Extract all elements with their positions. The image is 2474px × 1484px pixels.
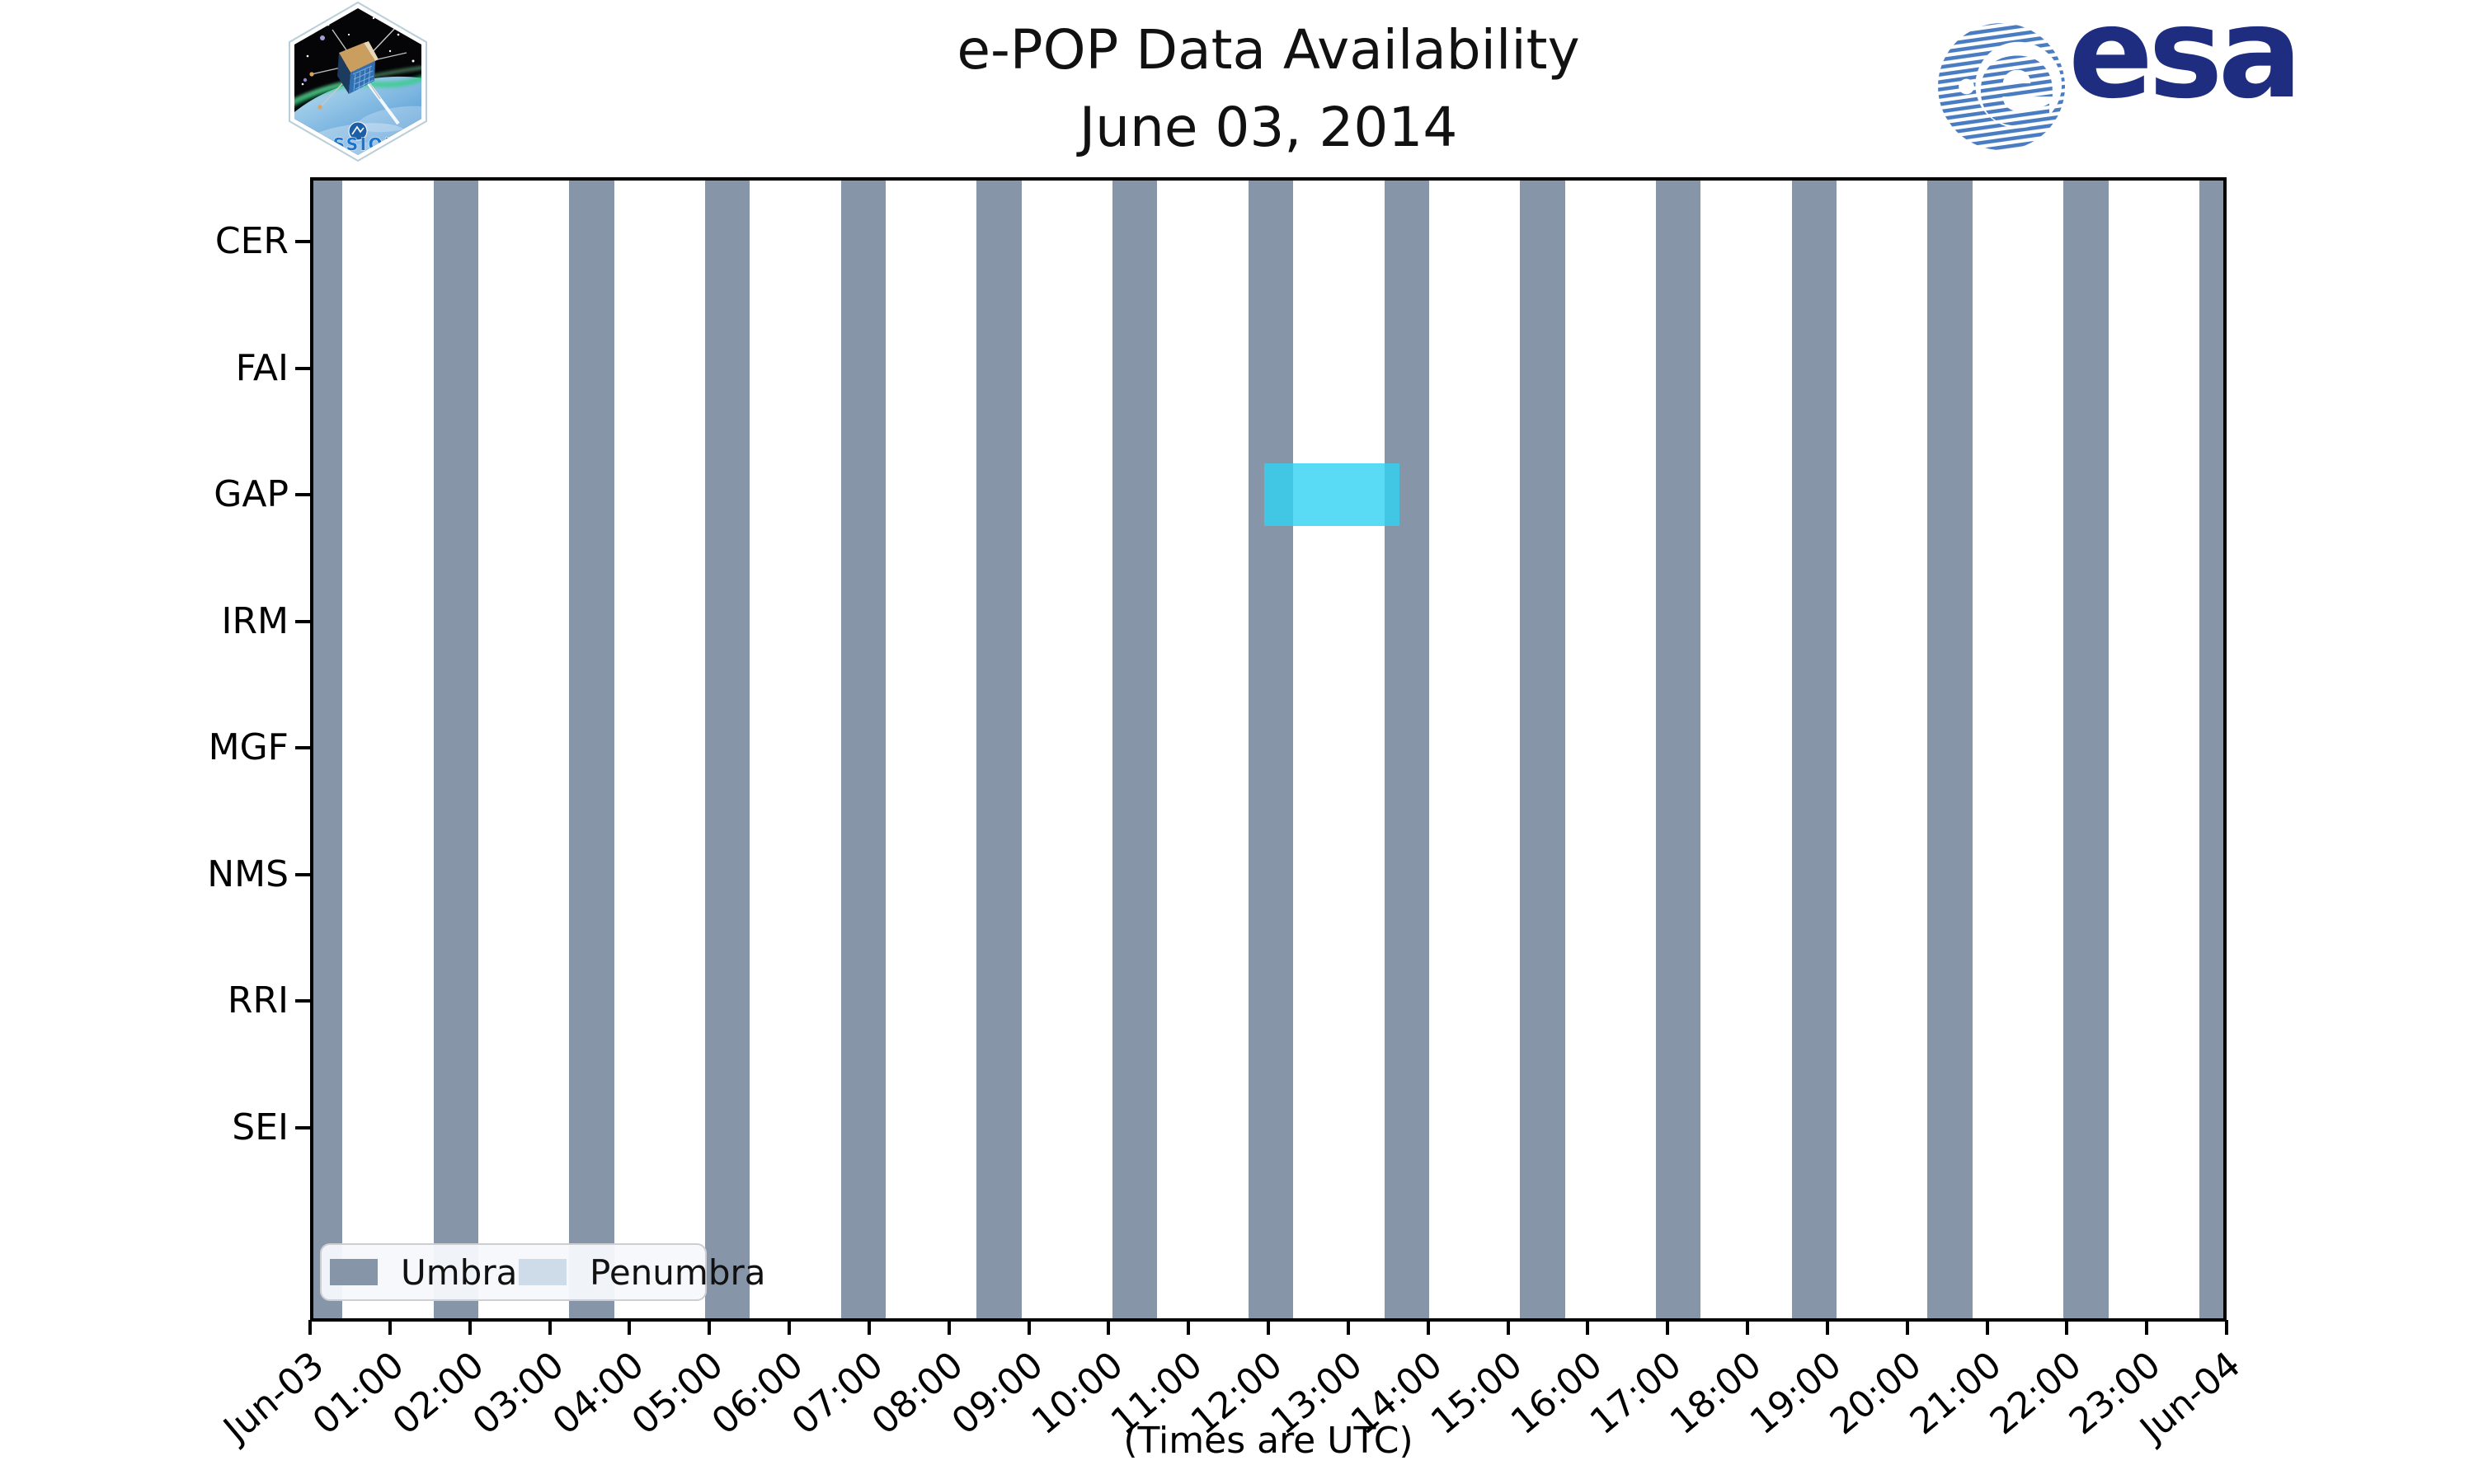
cassiope-mission-patch: CASSIOPE (275, 1, 441, 165)
instrument-label-rri: RRI (227, 979, 289, 1022)
y-tick-mark (295, 240, 310, 243)
x-tick-mark (308, 1320, 312, 1335)
x-tick-mark (1586, 1320, 1590, 1335)
x-tick-mark (708, 1320, 712, 1335)
x-tick-mark (468, 1320, 472, 1335)
umbra-interval-bar (1927, 181, 1973, 1318)
instrument-label-sei: SEI (232, 1106, 289, 1148)
umbra-interval-bar (568, 181, 614, 1318)
x-tick-mark (1825, 1320, 1829, 1335)
umbra-interval-bar (2199, 181, 2223, 1318)
x-tick-mark (2225, 1320, 2228, 1335)
x-tick-mark (548, 1320, 552, 1335)
x-tick-mark (2065, 1320, 2069, 1335)
umbra-interval-bar (1384, 181, 1429, 1318)
chart-subtitle: June 03, 2014 (1079, 96, 1458, 159)
legend-label: Penumbra (590, 1252, 766, 1293)
y-tick-mark (295, 746, 310, 750)
x-tick-label: 22:00 (1982, 1343, 2090, 1444)
x-tick-mark (1746, 1320, 1749, 1335)
umbra-interval-bar (704, 181, 750, 1318)
instrument-label-fai: FAI (235, 346, 289, 389)
x-tick-label: 06:00 (703, 1343, 811, 1444)
x-tick-label: 04:00 (544, 1343, 652, 1444)
x-tick-mark (1187, 1320, 1191, 1335)
patch-emblem (348, 121, 368, 141)
x-axis-caption: (Times are UTC) (1123, 1420, 1413, 1462)
x-tick-label: Jun-03 (216, 1343, 332, 1451)
x-tick-mark (947, 1320, 951, 1335)
x-tick-label: 02:00 (384, 1343, 492, 1444)
y-tick-mark (295, 872, 310, 876)
x-tick-label: 19:00 (1742, 1343, 1850, 1444)
instrument-label-irm: IRM (221, 599, 289, 642)
y-tick-mark (295, 1125, 310, 1129)
cassiope-patch-graphic: CASSIOPE (289, 1, 427, 162)
instrument-label-cer: CER (214, 220, 289, 262)
instrument-label-nms: NMS (207, 852, 289, 895)
esa-globe-icon: e (1937, 21, 2066, 152)
umbra-interval-bar (1655, 181, 1700, 1318)
x-tick-label: 21:00 (1902, 1343, 2010, 1444)
data-availability-bar-gap (1264, 463, 1400, 527)
instrument-label-mgf: MGF (208, 726, 289, 769)
patch-satellite (309, 24, 407, 110)
umbra-interval-bar (976, 181, 1022, 1318)
umbra-interval-bar (1112, 181, 1157, 1318)
legend-swatch-penumbra (519, 1259, 567, 1285)
x-tick-label: 01:00 (304, 1343, 412, 1444)
chart-title: e-POP Data Availability (957, 18, 1580, 82)
esa-globe-dot (1959, 78, 1974, 95)
x-tick-mark (1666, 1320, 1670, 1335)
umbra-interval-bar (313, 181, 342, 1318)
instrument-label-gap: GAP (214, 473, 289, 516)
patch-bright-star-2 (303, 77, 308, 82)
x-tick-mark (1905, 1320, 1909, 1335)
umbra-interval-bar (2063, 181, 2109, 1318)
umbra-interval-bar (1519, 181, 1565, 1318)
esa-wordmark: esa (2068, 0, 2302, 126)
legend-swatch-umbra (330, 1259, 378, 1285)
x-tick-label: 05:00 (624, 1343, 732, 1444)
legend-label: Umbra (401, 1252, 518, 1293)
x-tick-mark (1267, 1320, 1270, 1335)
legend-box: Umbra Penumbra (320, 1243, 766, 1301)
plot-area (310, 177, 2227, 1322)
umbra-interval-bar (1791, 181, 1837, 1318)
x-tick-mark (1027, 1320, 1031, 1335)
x-tick-mark (788, 1320, 791, 1335)
legend-entry-umbra: Umbra (330, 1245, 517, 1299)
x-tick-mark (1506, 1320, 1510, 1335)
x-tick-label: 20:00 (1822, 1343, 1930, 1444)
x-tick-mark (1426, 1320, 1430, 1335)
x-tick-mark (1985, 1320, 1989, 1335)
x-tick-mark (1107, 1320, 1111, 1335)
x-tick-mark (1346, 1320, 1350, 1335)
x-tick-mark (2145, 1320, 2149, 1335)
umbra-interval-bar (1248, 181, 1293, 1318)
umbra-interval-bar (840, 181, 886, 1318)
y-tick-mark (295, 619, 310, 623)
x-tick-label: 03:00 (464, 1343, 572, 1444)
patch-aurora (294, 68, 421, 110)
x-tick-mark (628, 1320, 632, 1335)
esa-globe-crescent (1975, 41, 2062, 129)
esa-logo: e esa (1936, 0, 2448, 162)
esa-globe-e: e (1976, 21, 2058, 152)
x-tick-mark (867, 1320, 871, 1335)
x-tick-mark (388, 1320, 392, 1335)
patch-bright-star (320, 35, 325, 40)
y-tick-mark (295, 999, 310, 1003)
umbra-interval-bar (433, 181, 478, 1318)
chart-title-block: e-POP Data Availability June 03, 2014 (856, 12, 1681, 167)
y-tick-mark (295, 493, 310, 497)
y-tick-mark (295, 366, 310, 370)
legend-entry-penumbra: Penumbra (519, 1245, 766, 1299)
